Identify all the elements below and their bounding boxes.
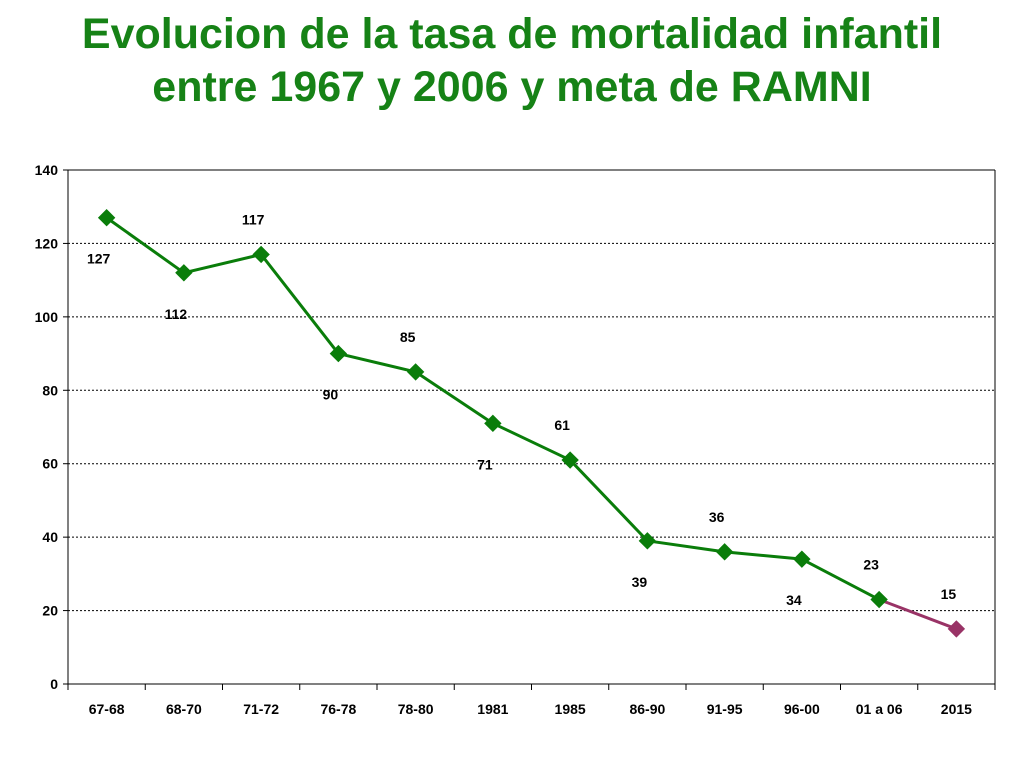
chart-title-line1: Evolucion de la tasa de mortalidad infan… [81, 10, 943, 58]
data-labels: 127 112 117 90 85 71 61 39 36 34 23 15 [87, 211, 956, 608]
data-label-71-72: 117 [242, 211, 265, 227]
data-label-76-78: 90 [323, 387, 339, 403]
data-label-78-80: 85 [400, 329, 416, 345]
data-label-91-95: 36 [709, 509, 725, 525]
data-label-68-70: 112 [165, 306, 188, 322]
y-tick-label-80: 80 [42, 382, 58, 398]
data-label-86-90: 39 [632, 574, 648, 590]
x-tick-label-91-95: 91-95 [707, 701, 743, 717]
series-markers [97, 209, 966, 638]
marker-86-90 [638, 532, 657, 550]
series-lines [105, 216, 957, 631]
marker-78-80 [406, 363, 425, 381]
y-tick-label-100: 100 [35, 309, 59, 325]
y-axis-ticks: 0 20 40 60 80 100 120 140 [35, 162, 68, 692]
x-tick-label-2015: 2015 [941, 701, 972, 717]
x-tick-label-86-90: 86-90 [629, 701, 665, 717]
x-tick-label-67-68: 67-68 [89, 701, 125, 717]
data-label-01-a-06: 23 [863, 557, 879, 573]
marker-1985 [561, 451, 579, 469]
data-label-67-68: 127 [87, 251, 111, 267]
x-tick-label-96-00: 96-00 [784, 701, 820, 717]
data-label-96-00: 34 [786, 592, 802, 608]
marker-96-00 [793, 550, 811, 568]
x-axis-ticks: 67-68 68-70 71-72 76-78 78-80 1981 1985 86-90 91… [67, 684, 996, 717]
marker-1981 [484, 414, 502, 433]
x-tick-label-1985: 1985 [555, 701, 586, 717]
data-label-1985: 61 [554, 417, 570, 433]
marker-71-72 [252, 245, 270, 264]
x-tick-label-78-80: 78-80 [398, 701, 434, 717]
x-tick-label-68-70: 68-70 [166, 701, 202, 717]
y-tick-label-0: 0 [50, 676, 58, 692]
marker-67-68 [97, 209, 116, 227]
y-tick-label-120: 120 [35, 235, 59, 251]
x-tick-label-71-72: 71-72 [243, 701, 279, 717]
x-tick-label-76-78: 76-78 [320, 701, 356, 717]
marker-2015 [947, 620, 966, 638]
marker-01-a-06 [870, 590, 888, 609]
y-tick-label-40: 40 [42, 529, 58, 545]
data-label-1981: 71 [477, 456, 493, 472]
y-tick-label-140: 140 [35, 162, 59, 178]
y-tick-label-60: 60 [42, 456, 58, 472]
axes [67, 169, 996, 685]
series-0-line [105, 216, 880, 601]
chart-title-line2: entre 1967 y 2006 y meta de RAMNI [152, 63, 872, 111]
x-tick-label-01-a-06: 01 a 06 [856, 701, 903, 717]
y-tick-label-20: 20 [42, 603, 58, 619]
marker-76-78 [329, 344, 348, 363]
marker-91-95 [715, 543, 734, 561]
chart-title: Evolucion de la tasa de mortalidad infan… [0, 8, 1024, 114]
data-label-2015: 15 [941, 586, 957, 602]
gridlines [68, 169, 995, 612]
marker-68-70 [175, 264, 193, 282]
series-1-line [878, 598, 957, 631]
x-tick-label-1981: 1981 [477, 701, 508, 717]
